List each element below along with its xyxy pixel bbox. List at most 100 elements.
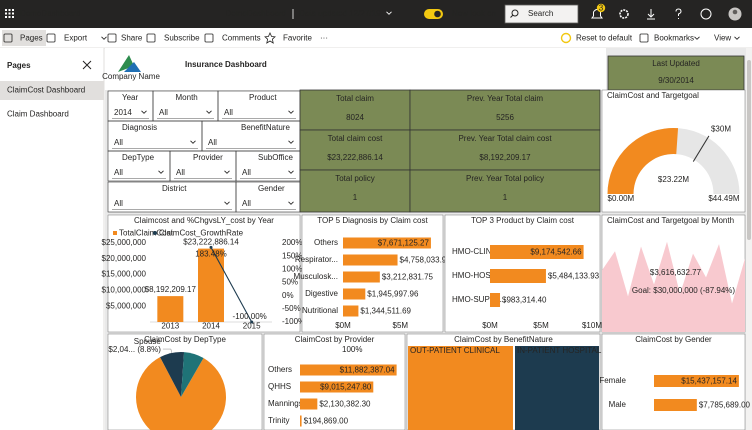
- bar: [490, 245, 584, 259]
- pie-value-label: $2,04... (8.8%): [108, 345, 161, 354]
- bar-value-label: $2,130,382.30: [319, 399, 371, 408]
- favorite-button[interactable]: Favorite: [283, 34, 312, 43]
- search-box[interactable]: [504, 4, 579, 24]
- bar: [343, 271, 380, 283]
- legend-label: TotalClaimCost: [119, 229, 174, 238]
- chevron: [190, 140, 196, 144]
- slicer-value: All: [176, 168, 185, 177]
- toggle-knob: [434, 10, 441, 18]
- app-launcher-dot: [8, 9, 11, 11]
- treemap-label: IN-PATIENT HOSPITALIZA...: [517, 346, 620, 355]
- slicer-label: BenefitNature: [241, 123, 290, 132]
- kpi-label: Total claim cost: [328, 134, 383, 143]
- kpi-value: 1: [353, 193, 358, 202]
- report-name: DemoDashboard: [226, 9, 286, 18]
- category-label: Others: [314, 238, 338, 247]
- app-launcher-dot: [8, 12, 11, 15]
- bar: [343, 254, 398, 266]
- kpi-value: $23,222,886.14: [327, 153, 383, 162]
- slicer-value: All: [114, 199, 123, 208]
- kpi-card: [409, 169, 601, 213]
- bar: [157, 296, 184, 322]
- bookmarks-button[interactable]: Bookmarks: [654, 34, 694, 43]
- kpi-value: $3,616,632.77: [650, 268, 702, 277]
- data-updated: Data updated 12/27/19: [299, 9, 381, 18]
- visual-title: ClaimCost by Gender: [635, 335, 712, 344]
- reset-button[interactable]: Reset to default: [576, 34, 633, 43]
- slicer-label: Provider: [193, 153, 223, 162]
- logo-text: Company Name: [102, 72, 160, 81]
- category-label: Respirator...: [295, 255, 338, 264]
- slicer-label: Gender: [258, 184, 285, 193]
- chevron: [158, 170, 164, 174]
- subscribe-button[interactable]: Subscribe: [164, 34, 200, 43]
- visual-title: Claimcost and %ChgvsLY_cost by Year: [134, 216, 274, 225]
- category-label: QHHS: [268, 382, 291, 391]
- pages-button[interactable]: Pages: [20, 34, 43, 43]
- bar-value-label: $7,671,125.27: [378, 238, 430, 247]
- visual-title: ClaimCost by DepType: [144, 335, 226, 344]
- share-button[interactable]: Share: [121, 34, 143, 43]
- pages-title: Pages: [7, 61, 31, 70]
- y-tick-label: $10,000,000: [102, 286, 147, 295]
- app-launcher-dot: [12, 12, 14, 15]
- line-value-label: -100.00%: [233, 312, 267, 321]
- y2-tick-label: -50%: [282, 304, 301, 313]
- page-tab[interactable]: ClaimCost Dashboard: [7, 86, 85, 95]
- y2-tick-label: 150%: [282, 251, 302, 260]
- app-launcher-dot: [12, 9, 14, 11]
- y2-tick-label: 50%: [282, 278, 298, 287]
- comments-button[interactable]: Comments: [222, 34, 261, 43]
- x-tick-label: $10M: [582, 321, 602, 330]
- export-button[interactable]: Export: [64, 34, 88, 43]
- app-launcher-dot: [8, 16, 11, 18]
- export-icon: [46, 33, 56, 43]
- page-tab[interactable]: Claim Dashboard: [7, 110, 69, 119]
- pie-category-label: Spouse: [134, 337, 162, 346]
- bar-value-label: $983,314.40: [502, 295, 547, 304]
- bar-value-label: $9,015,247.80: [320, 382, 372, 391]
- bar: [343, 305, 359, 317]
- line: [210, 247, 253, 323]
- more-button[interactable]: ···: [320, 34, 328, 43]
- kpi-label: Total policy: [335, 174, 375, 183]
- slicer-label: SubOffice: [258, 153, 294, 162]
- visual-title: ClaimCost and Targetgoal: [607, 91, 699, 100]
- chevron: [288, 140, 294, 144]
- chevron: [288, 201, 294, 205]
- gauge-target: [692, 135, 710, 162]
- treemap-cell: [408, 346, 513, 430]
- share-icon: [107, 33, 117, 43]
- category-label: Musculosk...: [294, 272, 338, 281]
- gauge-value-label: $23.22M: [658, 175, 689, 184]
- feedback-icon[interactable]: [700, 8, 712, 20]
- pie-slice: [181, 352, 204, 397]
- chevron: [694, 36, 700, 40]
- gauge-value: [607, 128, 679, 194]
- kpi-label: Prev. Year Total claim: [467, 94, 544, 103]
- visual-title: TOP 3 Product by Claim cost: [471, 216, 575, 225]
- last-updated-label: Last Updated: [652, 59, 700, 68]
- app-launcher-dot: [5, 12, 7, 15]
- bar: [654, 375, 739, 387]
- y2-tick-label: -100%: [282, 317, 305, 326]
- pages-button-bg: [2, 30, 46, 46]
- bookmarks-icon: [639, 33, 649, 43]
- x-tick-label: 2013: [161, 322, 179, 331]
- view-button[interactable]: View: [714, 34, 731, 43]
- slicer-panel: [108, 91, 300, 212]
- slicer-value: All: [114, 168, 123, 177]
- kpi-value: $8,192,209.17: [479, 153, 531, 162]
- bar-value-label: $8,192,209.17: [145, 285, 197, 294]
- visual-title: TOP 5 Diagnosis by Claim cost: [317, 216, 428, 225]
- star-icon: [264, 32, 276, 44]
- notification-count: 3: [599, 4, 604, 13]
- chevron: [288, 170, 294, 174]
- slicer-label: DepType: [122, 153, 155, 162]
- gauge-min-label: $0.00M: [608, 194, 635, 203]
- x-tick-label: 2014: [202, 322, 220, 331]
- toolbar: [0, 28, 752, 48]
- slicer-label: Month: [176, 93, 198, 102]
- search-placeholder: Search: [528, 9, 553, 18]
- settings-icon[interactable]: [619, 9, 629, 19]
